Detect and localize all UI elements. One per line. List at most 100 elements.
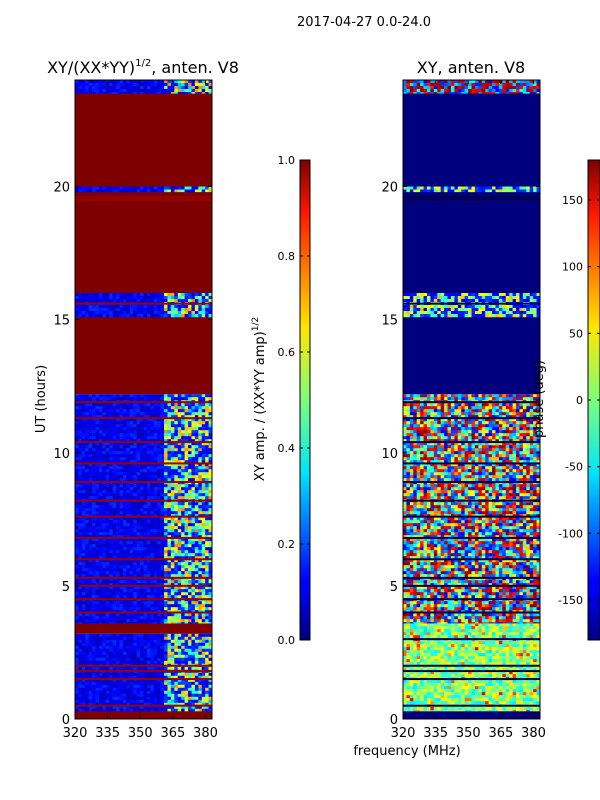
amp-heat-cell	[167, 666, 172, 671]
amp-heat-cell	[157, 508, 161, 512]
amp-heat-cell	[92, 83, 96, 87]
amp-heat-cell	[170, 475, 175, 479]
amp-heat-cell	[140, 448, 144, 452]
amp-heat-cell	[201, 421, 206, 425]
amp-heat-cell	[92, 463, 96, 467]
amp-heat-cell	[136, 556, 141, 560]
amp-heat-cell	[140, 550, 144, 554]
amp-heat-cell	[133, 305, 137, 309]
amp-heat-cell	[98, 308, 103, 312]
amp-heat-cell	[105, 681, 110, 686]
amp-heat-cell	[78, 442, 83, 446]
amp-heat-cell	[191, 604, 196, 608]
amp-heat-cell	[160, 574, 165, 578]
amp-heat-cell	[170, 523, 175, 527]
amp-heat-cell	[198, 454, 203, 458]
amp-heat-cell	[194, 651, 199, 656]
amp-heat-cell	[143, 547, 148, 551]
amp-heat-cell	[191, 424, 196, 428]
amp-heat-cell	[150, 678, 155, 683]
amp-heat-cell	[119, 660, 124, 665]
phase-heat-cell	[406, 629, 411, 633]
amp-heat-cell	[78, 308, 83, 312]
amp-heat-cell	[116, 666, 120, 671]
amp-heat-cell	[153, 299, 158, 303]
amp-heat-cell	[143, 529, 148, 533]
amp-heat-cell	[198, 520, 203, 524]
amp-heat-cell	[170, 678, 175, 683]
amp-heat-cell	[116, 651, 120, 656]
amp-heat-cell	[205, 619, 209, 623]
amp-heat-cell	[167, 645, 172, 650]
amp-heat-cell	[167, 642, 172, 647]
amp-heat-cell	[177, 523, 182, 527]
amp-heat-cell	[109, 505, 113, 509]
amp-heat-cell	[164, 448, 168, 452]
amp-heat-cell	[177, 448, 182, 452]
amp-heat-cell	[191, 293, 196, 297]
amp-y-tick-label: 10	[53, 447, 70, 462]
amp-heat-cell	[194, 520, 199, 524]
amp-heat-cell	[129, 532, 134, 536]
amp-heat-cell	[174, 311, 179, 315]
amp-heat-cell	[167, 586, 172, 590]
amp-heat-cell	[95, 487, 100, 491]
amp-heat-cell	[208, 574, 213, 578]
amp-heat-cell	[112, 589, 117, 593]
amp-heat-cell	[102, 633, 107, 638]
amp-heat-cell	[181, 502, 185, 506]
amp-heat-cell	[122, 538, 127, 542]
amp-heat-cell	[143, 571, 148, 575]
amp-heat-cell	[75, 586, 79, 590]
amp-heat-cell	[98, 675, 103, 680]
amp-heat-cell	[205, 651, 209, 656]
amp-heat-cell	[198, 490, 203, 494]
phase-heat-cell	[505, 629, 510, 633]
amp-heat-cell	[98, 559, 103, 563]
amp-heat-cell	[208, 469, 213, 473]
amp-heat-cell	[157, 687, 161, 692]
amp-heat-cell	[140, 92, 144, 94]
phase-heat-cell	[406, 623, 411, 627]
amp-heat-cell	[140, 675, 144, 680]
amp-heat-cell	[188, 556, 192, 560]
amp-heat-cell	[126, 460, 131, 464]
amp-heat-cell	[150, 607, 155, 611]
amp-heat-cell	[177, 83, 182, 87]
amp-heat-cell	[181, 559, 185, 563]
amp-heat-cell	[129, 421, 134, 425]
phase-heat-cell	[454, 623, 459, 627]
amp-heat-cell	[75, 424, 79, 428]
amp-heat-cell	[184, 574, 189, 578]
amp-heat-cell	[160, 424, 165, 428]
amp-heat-cell	[122, 654, 127, 659]
amp-heat-cell	[122, 580, 127, 584]
amp-heat-cell	[201, 574, 206, 578]
amp-heat-cell	[85, 565, 89, 569]
amp-heat-cell	[157, 89, 161, 93]
amp-heat-cell	[136, 684, 141, 689]
amp-heat-cell	[150, 412, 155, 416]
amp-heat-cell	[75, 708, 79, 712]
amp-heat-cell	[102, 550, 107, 554]
amp-heat-cell	[164, 580, 168, 584]
amp-heat-cell	[136, 418, 141, 422]
amp-heat-cell	[146, 454, 151, 458]
amp-ratio-panel: XY/(XX*YY)1/2, anten. V8 UT (hours) 320 3…	[34, 58, 239, 741]
amp-heat-cell	[177, 406, 182, 410]
amp-heat-cell	[164, 604, 168, 608]
amp-heat-cell	[95, 535, 100, 539]
amp-heat-cell	[105, 633, 110, 638]
amp-heat-cell	[140, 648, 144, 653]
amp-heat-cell	[126, 639, 131, 644]
amp-heat-cell	[92, 472, 96, 476]
amp-heat-cell	[88, 678, 93, 683]
amp-heat-cell	[140, 394, 144, 398]
amp-heat-cell	[98, 412, 103, 416]
amp-heat-cell	[81, 511, 86, 515]
amp-heat-cell	[150, 433, 155, 437]
amp-heat-cell	[208, 532, 213, 536]
amp-heat-cell	[140, 299, 144, 303]
amp-heat-cell	[194, 311, 199, 315]
amp-heat-cell	[184, 409, 189, 413]
